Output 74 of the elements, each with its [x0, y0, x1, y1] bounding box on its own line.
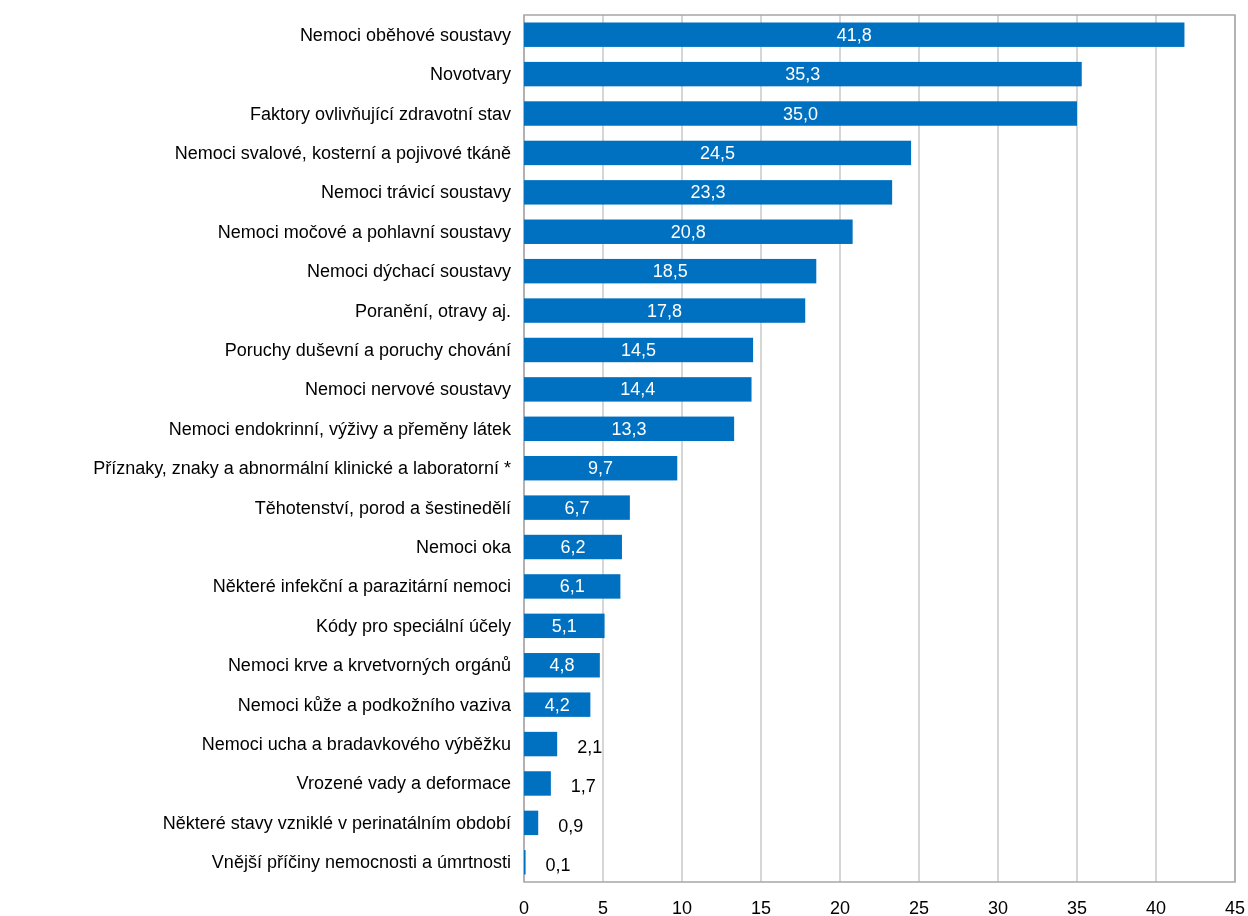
y-tick-label: Některé infekční a parazitární nemoci: [212, 576, 511, 597]
data-label: 23,3: [690, 182, 726, 203]
x-tick-label: 40: [1145, 898, 1167, 916]
data-label: 24,5: [700, 142, 736, 163]
y-tick-label: Nemoci oka: [415, 537, 512, 558]
data-label: 6,7: [564, 497, 590, 518]
data-label: 17,8: [647, 300, 683, 321]
bar: [524, 337, 754, 363]
bar: [524, 61, 1082, 87]
x-tick-label: 30: [987, 898, 1009, 916]
x-tick-label: 25: [908, 898, 930, 916]
data-label: 9,7: [588, 458, 614, 479]
y-tick-label: Faktory ovlivňující zdravotní stav: [249, 103, 511, 124]
y-tick-label: Vrozené vady a deformace: [296, 773, 511, 794]
y-tick-label: Příznaky, znaky a abnormální klinické a laboratorní *: [93, 458, 511, 479]
data-label: 2,1: [577, 737, 603, 758]
data-label: 6,2: [560, 537, 586, 558]
data-label: 20,8: [670, 221, 706, 242]
y-tick-label: Nemoci nervové soustavy: [304, 379, 511, 400]
y-tick-label: Některé stavy vzniklé v perinatálním období: [162, 812, 511, 833]
x-tick-label: 35: [1066, 898, 1088, 916]
bar: [524, 377, 752, 402]
bar: [524, 101, 1077, 126]
x-tick-label: 20: [829, 898, 851, 916]
bar: [524, 22, 1185, 47]
bar: [524, 613, 605, 639]
data-label: 35,3: [785, 64, 821, 85]
bar: [524, 219, 853, 244]
bar: [524, 574, 621, 599]
bar: [524, 455, 678, 481]
bar: [524, 416, 735, 442]
bar: [524, 731, 558, 757]
x-tick-label: 5: [597, 898, 609, 916]
y-tick-label: Nemoci kůže a podkožního vaziva: [237, 694, 512, 715]
bar: [524, 534, 622, 560]
y-tick-label: Nemoci trávicí soustavy: [320, 182, 511, 203]
y-tick-label: Těhotenství, porod a šestinedělí: [254, 497, 511, 518]
bar: [524, 692, 591, 717]
y-tick-label: Poranění, otravy aj.: [354, 300, 511, 321]
y-tick-label: Nemoci krve a krvetvorných orgánů: [227, 655, 511, 676]
data-label: 4,2: [544, 694, 570, 715]
bar: [524, 258, 817, 284]
y-tick-label: Nemoci močové a pohlavní soustavy: [217, 221, 511, 242]
data-label: 5,1: [551, 615, 577, 636]
y-tick-label: Poruchy duševní a poruchy chování: [224, 339, 511, 360]
y-tick-label: Vnější příčiny nemocnosti a úmrtnosti: [211, 852, 511, 873]
y-tick-label: Nemoci endokrinní, výživy a přeměny látek: [168, 418, 512, 439]
bar: [524, 810, 539, 836]
y-tick-label: Nemoci dýchací soustavy: [306, 261, 511, 282]
bar: [524, 180, 893, 205]
data-label: 18,5: [652, 261, 688, 282]
x-tick-label: 0: [518, 898, 530, 916]
data-label: 1,7: [570, 776, 596, 797]
y-tick-label: Nemoci ucha a bradavkového výběžku: [201, 734, 511, 755]
data-label: 41,8: [836, 24, 872, 45]
bar: [524, 298, 806, 323]
data-label: 6,1: [559, 576, 585, 597]
data-label: 35,0: [782, 103, 819, 124]
x-tick-label: 15: [750, 898, 772, 916]
x-tick-label: 10: [671, 898, 693, 916]
bar: [524, 771, 551, 796]
data-label: 14,4: [620, 379, 656, 400]
bar: [524, 140, 912, 166]
y-tick-label: Novotvary: [429, 64, 511, 85]
data-label: 0,1: [545, 855, 571, 876]
y-tick-label: Kódy pro speciální účely: [315, 615, 511, 636]
data-label: 0,9: [558, 815, 584, 836]
y-tick-label: Nemoci svalové, kosterní a pojivové tkáně: [174, 142, 511, 163]
bar: [524, 495, 630, 520]
data-label: 4,8: [549, 655, 575, 676]
y-tick-label: Nemoci oběhové soustavy: [299, 24, 511, 45]
data-label: 14,5: [621, 339, 657, 360]
data-label: 13,3: [611, 418, 647, 439]
x-tick-label: 45: [1224, 898, 1246, 916]
